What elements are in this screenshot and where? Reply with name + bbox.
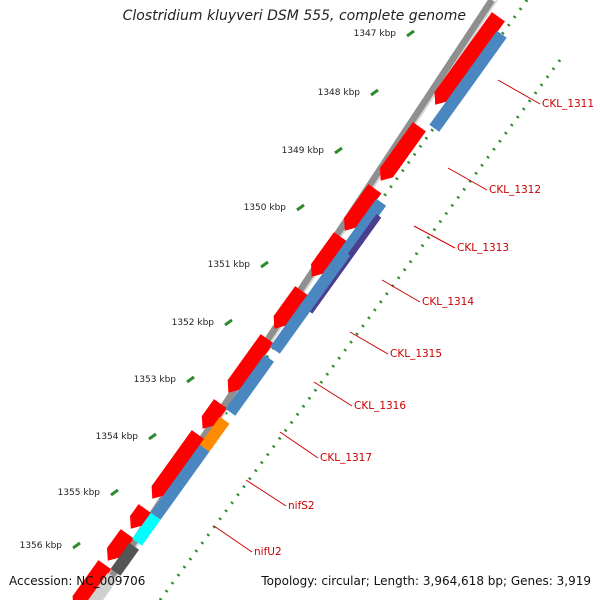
cds-bar[interactable] bbox=[429, 30, 507, 132]
genome-title: Clostridium kluyveri DSM 555, complete g… bbox=[122, 8, 466, 24]
gene-arrow[interactable] bbox=[201, 399, 227, 429]
ruler-label: 1355 kbp bbox=[58, 488, 101, 498]
gene-leader-line bbox=[245, 479, 287, 507]
genome-summary-text: Topology: circular; Length: 3,964,618 bp… bbox=[261, 574, 591, 588]
gene-label[interactable]: CKL_1312 bbox=[489, 184, 541, 196]
gene-arrow[interactable] bbox=[311, 232, 347, 277]
gene-arrow[interactable] bbox=[72, 560, 112, 600]
ruler-tick bbox=[110, 488, 119, 497]
cds-bar[interactable] bbox=[150, 444, 210, 520]
ruler-label: 1352 kbp bbox=[172, 318, 215, 328]
cds-bar[interactable] bbox=[270, 248, 351, 354]
gene-leader-line bbox=[313, 381, 353, 407]
ruler-label: 1349 kbp bbox=[282, 146, 325, 156]
gene-arrow[interactable] bbox=[227, 334, 274, 393]
ruler-tick bbox=[224, 318, 233, 327]
ruler-label: 1351 kbp bbox=[208, 260, 251, 270]
gene-leader-line bbox=[279, 431, 319, 459]
gene-label[interactable]: CKL_1317 bbox=[320, 452, 372, 464]
gene-label[interactable]: nifS2 bbox=[288, 500, 315, 512]
gene-label[interactable]: CKL_1313 bbox=[457, 242, 509, 254]
cds-bar-gray[interactable] bbox=[110, 542, 139, 576]
accession-text: Accession: NC_009706 bbox=[9, 574, 146, 588]
gene-arrow[interactable] bbox=[151, 430, 205, 499]
gene-leader-line bbox=[447, 167, 488, 191]
gene-label[interactable]: CKL_1314 bbox=[422, 296, 474, 308]
ruler-tick bbox=[406, 29, 415, 38]
gene-leader-line bbox=[349, 331, 389, 355]
ruler-tick bbox=[186, 375, 195, 384]
gene-arrow[interactable] bbox=[379, 122, 426, 181]
cds-bar-orange[interactable] bbox=[199, 416, 230, 452]
ruler-label: 1353 kbp bbox=[134, 375, 177, 385]
ruler-tick bbox=[334, 146, 343, 155]
gene-arrow[interactable] bbox=[434, 12, 505, 105]
dotted-guide-line bbox=[158, 59, 562, 600]
gene-label[interactable]: CKL_1316 bbox=[354, 400, 406, 412]
cds-bar-light[interactable] bbox=[79, 572, 118, 600]
gene-leader-line bbox=[213, 525, 253, 553]
gene-arrow[interactable] bbox=[130, 504, 152, 529]
cds-bar[interactable] bbox=[340, 198, 387, 256]
ruler-tick bbox=[260, 260, 269, 269]
gene-leader-line bbox=[497, 79, 541, 105]
gene-leader-line bbox=[413, 225, 456, 249]
ruler-label: 1348 kbp bbox=[318, 88, 361, 98]
ruler-label: 1347 kbp bbox=[354, 29, 397, 39]
gene-label[interactable]: CKL_1315 bbox=[390, 348, 442, 360]
gene-label[interactable]: CKL_1311 bbox=[542, 98, 594, 110]
ruler-tick bbox=[370, 88, 379, 97]
gene-leader-line bbox=[381, 279, 421, 303]
cds-bar-cyan[interactable] bbox=[132, 512, 161, 546]
gene-arrow[interactable] bbox=[107, 529, 134, 561]
gene-arrow[interactable] bbox=[344, 184, 382, 231]
ruler-label: 1350 kbp bbox=[244, 203, 287, 213]
ruler-label: 1354 kbp bbox=[96, 432, 139, 442]
gene-label[interactable]: nifU2 bbox=[254, 546, 282, 558]
cds-bar[interactable] bbox=[225, 354, 275, 416]
ruler-label: 1356 kbp bbox=[20, 541, 63, 551]
ruler-tick bbox=[296, 203, 305, 212]
ruler-tick bbox=[148, 432, 157, 441]
gene-arrow[interactable] bbox=[273, 286, 309, 329]
ruler-tick bbox=[72, 541, 81, 550]
